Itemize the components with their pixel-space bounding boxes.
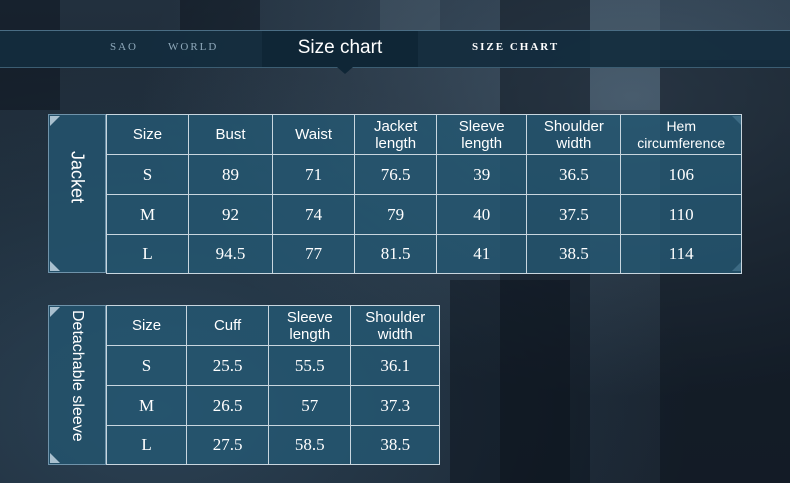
jacket-side-label-panel: Jacket xyxy=(48,114,106,273)
header-left-item: SAO xyxy=(110,41,139,53)
corner-decoration xyxy=(50,307,60,317)
page-title: Size chart xyxy=(262,31,418,67)
bust-cell: 89 xyxy=(188,154,274,195)
table-row: L 94.5 77 81.5 41 38.5 114 xyxy=(105,234,742,274)
shoulder-width-cell: 38.5 xyxy=(526,234,622,274)
table-row: L 27.5 58.5 38.5 xyxy=(105,425,440,465)
sleeve-length-cell: 55.5 xyxy=(268,345,352,386)
header-right-title: SIZE CHART xyxy=(472,41,560,53)
background-building xyxy=(380,0,440,30)
sleeve-length-cell: 57 xyxy=(268,385,352,426)
sleeve-length-cell: 58.5 xyxy=(268,425,352,465)
table-row: S 89 71 76.5 39 36.5 106 xyxy=(105,154,742,195)
col-header-sleeve-length: Sleeve length xyxy=(268,305,352,346)
background-building xyxy=(450,280,570,483)
size-cell: L xyxy=(105,425,188,465)
col-header-size: Size xyxy=(105,305,188,346)
shoulder-width-cell: 36.1 xyxy=(350,345,440,386)
title-pointer xyxy=(337,67,353,74)
header-bar: SAO WORLD Size chart SIZE CHART xyxy=(0,30,790,74)
table-row: S 25.5 55.5 36.1 xyxy=(105,345,440,386)
size-cell: L xyxy=(105,234,190,274)
size-cell: S xyxy=(105,345,188,386)
shoulder-width-cell: 37.3 xyxy=(350,385,440,426)
sleeve-table: Size Cuff Sleeve length Shoulder width S… xyxy=(105,305,440,465)
bust-cell: 92 xyxy=(188,194,274,235)
sleeve-length-cell: 41 xyxy=(436,234,528,274)
jacket-size-table: Jacket Size Bust Waist Jacket length Sle… xyxy=(48,114,744,274)
hem-circumference-cell: 110 xyxy=(620,194,742,235)
sleeve-side-label: Detachable sleeve xyxy=(69,310,86,442)
sleeve-size-table: Detachable sleeve Size Cuff Sleeve lengt… xyxy=(48,305,441,465)
cuff-cell: 26.5 xyxy=(186,385,270,426)
hem-circumference-cell: 114 xyxy=(620,234,742,274)
size-cell: M xyxy=(105,194,190,235)
col-header-hem-circumference: Hem circumference xyxy=(620,114,742,155)
corner-decoration xyxy=(50,116,60,126)
col-header-sleeve-length: Sleeve length xyxy=(436,114,528,155)
jacket-length-cell: 81.5 xyxy=(354,234,438,274)
header-left: SAO WORLD xyxy=(110,41,248,53)
sleeve-length-cell: 39 xyxy=(436,154,528,195)
waist-cell: 74 xyxy=(272,194,356,235)
table-header-row: Size Bust Waist Jacket length Sleeve len… xyxy=(105,114,742,155)
table-row: M 92 74 79 40 37.5 110 xyxy=(105,194,742,235)
waist-cell: 71 xyxy=(272,154,356,195)
shoulder-width-cell: 38.5 xyxy=(350,425,440,465)
jacket-table: Size Bust Waist Jacket length Sleeve len… xyxy=(105,114,742,274)
cuff-cell: 25.5 xyxy=(186,345,270,386)
hem-circumference-cell: 106 xyxy=(620,154,742,195)
col-header-size: Size xyxy=(105,114,190,155)
col-header-cuff: Cuff xyxy=(186,305,270,346)
jacket-length-cell: 76.5 xyxy=(354,154,438,195)
size-cell: M xyxy=(105,385,188,426)
cuff-cell: 27.5 xyxy=(186,425,270,465)
bust-cell: 94.5 xyxy=(188,234,274,274)
col-header-bust: Bust xyxy=(188,114,274,155)
corner-decoration xyxy=(50,453,60,463)
sleeve-side-label-panel: Detachable sleeve xyxy=(48,305,106,465)
header-left-item: WORLD xyxy=(168,41,219,53)
jacket-side-label: Jacket xyxy=(67,151,88,204)
waist-cell: 77 xyxy=(272,234,356,274)
shoulder-width-cell: 37.5 xyxy=(526,194,622,235)
col-header-waist: Waist xyxy=(272,114,356,155)
jacket-length-cell: 79 xyxy=(354,194,438,235)
corner-decoration xyxy=(50,261,60,271)
table-header-row: Size Cuff Sleeve length Shoulder width xyxy=(105,305,440,346)
shoulder-width-cell: 36.5 xyxy=(526,154,622,195)
table-row: M 26.5 57 37.3 xyxy=(105,385,440,426)
size-cell: S xyxy=(105,154,190,195)
sleeve-length-cell: 40 xyxy=(436,194,528,235)
col-header-shoulder-width: Shoulder width xyxy=(526,114,622,155)
col-header-jacket-length: Jacket length xyxy=(354,114,438,155)
col-header-shoulder-width: Shoulder width xyxy=(350,305,440,346)
background-building xyxy=(180,0,260,30)
